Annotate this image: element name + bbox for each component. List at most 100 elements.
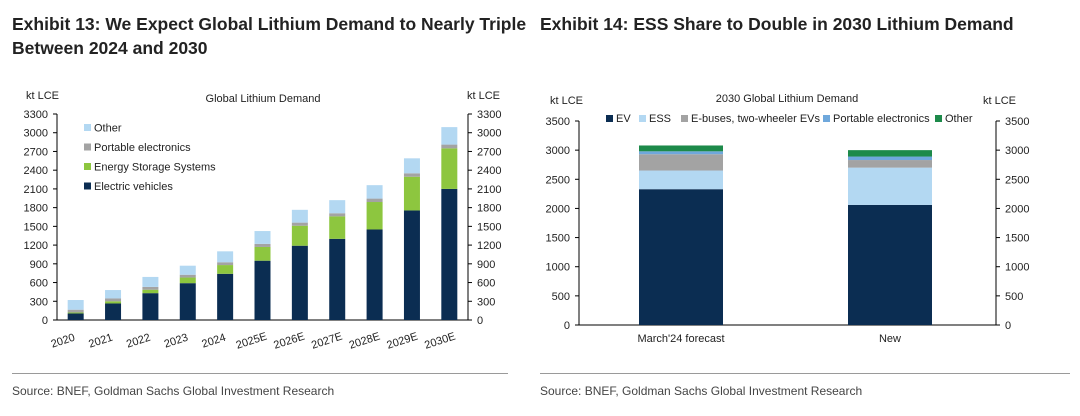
y-tick-label-right: 2500 bbox=[1005, 174, 1029, 186]
bar-segment-other bbox=[366, 185, 383, 199]
y-tick-label-right: 2400 bbox=[477, 165, 501, 177]
bar-segment-other bbox=[291, 209, 308, 223]
bar-segment-other bbox=[441, 127, 458, 145]
y-tick-label-right: 3500 bbox=[1005, 116, 1029, 128]
bar-segment-e-buses-two-wheeler-evs bbox=[848, 160, 932, 168]
x-tick-label: 2026E bbox=[272, 331, 306, 352]
bar-segment-e-buses-two-wheeler-evs bbox=[639, 154, 723, 171]
y-tick-label-left: 3000 bbox=[24, 128, 48, 140]
y-tick-label-right: 1200 bbox=[477, 240, 501, 252]
bar-segment-energy-storage-systems bbox=[366, 202, 383, 230]
y-tick-label-right: 3000 bbox=[477, 128, 501, 140]
y-tick-label-left: 300 bbox=[30, 296, 48, 308]
y-tick-label-left: 1000 bbox=[546, 262, 570, 274]
exhibit-13-title: Exhibit 13: We Expect Global Lithium Dem… bbox=[12, 12, 526, 60]
legend-swatch bbox=[84, 143, 91, 151]
bar-segment-energy-storage-systems bbox=[67, 312, 84, 314]
x-tick-label: 2023 bbox=[163, 332, 190, 351]
bar-segment-portable-electronics bbox=[179, 274, 196, 278]
legend-label: Portable electronics bbox=[94, 142, 191, 154]
bar-segment-energy-storage-systems bbox=[441, 148, 458, 189]
bar-segment-energy-storage-systems bbox=[254, 246, 271, 261]
bar-segment-ev bbox=[848, 204, 932, 325]
bar-segment-other bbox=[403, 158, 420, 174]
y-tick-label-left: 600 bbox=[30, 278, 48, 290]
bar-segment-electric-vehicles bbox=[179, 283, 196, 320]
bar-segment-energy-storage-systems bbox=[329, 216, 346, 239]
y-axis-label-right: kt LCE bbox=[983, 95, 1016, 107]
x-tick-label: 2028E bbox=[348, 331, 382, 352]
bar-segment-portable-electronics bbox=[366, 198, 383, 203]
legend-swatch bbox=[639, 115, 646, 122]
legend-label: Other bbox=[945, 113, 973, 125]
bar-segment-other bbox=[254, 231, 271, 244]
bar-segment-ev bbox=[639, 189, 723, 325]
y-tick-label-right: 1000 bbox=[1005, 262, 1029, 274]
bar-segment-energy-storage-systems bbox=[142, 289, 159, 294]
bar-segment-portable-electronics bbox=[217, 262, 234, 266]
y-tick-label-left: 3500 bbox=[546, 116, 570, 128]
legend-swatch bbox=[84, 124, 91, 131]
y-axis-label-left: kt LCE bbox=[550, 95, 583, 107]
legend-swatch bbox=[681, 115, 688, 122]
y-tick-label-left: 3300 bbox=[24, 109, 48, 121]
y-tick-label-left: 0 bbox=[564, 320, 570, 332]
y-tick-label-left: 2400 bbox=[24, 165, 48, 177]
bar-segment-electric-vehicles bbox=[366, 229, 383, 320]
bar-segment-other bbox=[67, 300, 84, 310]
legend-swatch bbox=[935, 115, 942, 122]
bar-segment-other bbox=[105, 290, 122, 299]
y-tick-label-left: 900 bbox=[30, 259, 48, 271]
y-tick-label-right: 3300 bbox=[477, 109, 501, 121]
exhibit-13-source-divider bbox=[12, 373, 508, 374]
exhibit-14-panel: Exhibit 14: ESS Share to Double in 2030 … bbox=[536, 0, 1080, 416]
y-tick-label-left: 1200 bbox=[24, 240, 48, 252]
bar-segment-portable-electronics bbox=[848, 156, 932, 161]
y-tick-label-right: 1500 bbox=[477, 221, 501, 233]
legend-label: Other bbox=[94, 123, 122, 135]
x-tick-label: New bbox=[879, 333, 901, 345]
x-tick-label: 2027E bbox=[310, 331, 344, 352]
y-tick-label-right: 3000 bbox=[1005, 145, 1029, 157]
x-tick-label: 2021 bbox=[87, 332, 114, 351]
y-tick-label-right: 2000 bbox=[1005, 203, 1029, 215]
bar-segment-ess bbox=[848, 167, 932, 205]
y-tick-label-left: 2000 bbox=[546, 203, 570, 215]
y-tick-label-left: 1500 bbox=[546, 233, 570, 245]
bar-segment-energy-storage-systems bbox=[403, 176, 420, 211]
exhibit-14-chart: 2030 Global Lithium Demand kt LCE kt LCE 0 0… bbox=[546, 93, 1030, 345]
bar-segment-electric-vehicles bbox=[217, 273, 234, 320]
exhibit-13-source: Source: BNEF, Goldman Sachs Global Inves… bbox=[12, 384, 335, 398]
legend-swatch bbox=[823, 115, 830, 122]
legend-swatch bbox=[606, 115, 613, 122]
y-axis-label-right: kt LCE bbox=[467, 90, 500, 102]
y-tick-label-right: 900 bbox=[477, 259, 495, 271]
y-tick-label-left: 1500 bbox=[24, 221, 48, 233]
bar-segment-electric-vehicles bbox=[329, 238, 346, 320]
y-axis-label-left: kt LCE bbox=[26, 90, 59, 102]
x-tick-label: 2029E bbox=[385, 331, 419, 352]
bar-segment-electric-vehicles bbox=[441, 188, 458, 320]
legend-label: E-buses, two-wheeler EVs bbox=[691, 113, 820, 125]
y-tick-label-right: 2100 bbox=[477, 184, 501, 196]
bar-segment-portable-electronics bbox=[291, 222, 308, 226]
y-tick-label-right: 500 bbox=[1005, 291, 1023, 303]
bar-segment-other bbox=[329, 200, 346, 214]
x-tick-label: 2020 bbox=[50, 332, 77, 351]
exhibit-14-title-line-1: Exhibit 14: ESS Share to Double in 2030 … bbox=[540, 14, 1014, 34]
legend-label: Electric vehicles bbox=[94, 181, 173, 193]
exhibit-14-source: Source: BNEF, Goldman Sachs Global Inves… bbox=[540, 384, 863, 398]
bar-segment-portable-electronics bbox=[142, 286, 159, 290]
bar-segment-portable-electronics bbox=[639, 151, 723, 155]
y-tick-label-left: 500 bbox=[552, 291, 570, 303]
bar-segment-electric-vehicles bbox=[254, 260, 271, 320]
x-tick-label: March'24 forecast bbox=[637, 333, 724, 345]
chart-title: 2030 Global Lithium Demand bbox=[716, 93, 858, 105]
bar-segment-electric-vehicles bbox=[291, 245, 308, 320]
y-tick-label-left: 0 bbox=[42, 315, 48, 327]
y-tick-label-right: 0 bbox=[477, 315, 483, 327]
legend-swatch bbox=[84, 182, 91, 190]
y-tick-label-right: 1800 bbox=[477, 203, 501, 215]
x-tick-label: 2025E bbox=[235, 331, 269, 352]
bar-segment-electric-vehicles bbox=[142, 293, 159, 320]
